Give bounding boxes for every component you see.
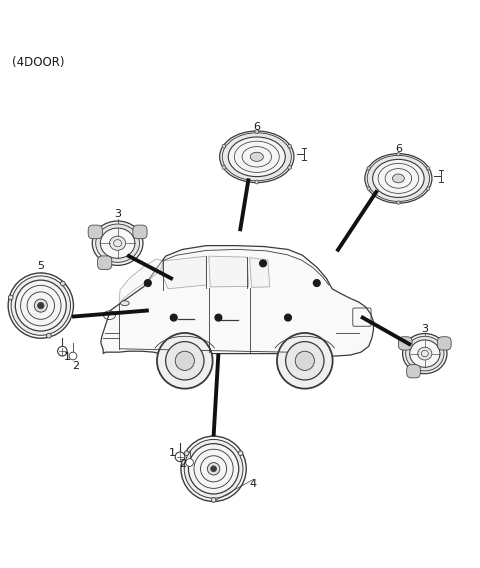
Circle shape <box>313 279 320 286</box>
Circle shape <box>286 341 324 380</box>
Text: 6: 6 <box>253 122 260 132</box>
FancyBboxPatch shape <box>88 225 102 239</box>
Text: 3: 3 <box>114 210 121 219</box>
Ellipse shape <box>406 336 444 371</box>
Ellipse shape <box>100 228 135 258</box>
Circle shape <box>295 351 314 370</box>
Circle shape <box>215 314 222 321</box>
Circle shape <box>222 165 226 169</box>
Polygon shape <box>209 256 249 287</box>
Ellipse shape <box>393 174 404 183</box>
Circle shape <box>69 352 77 360</box>
Ellipse shape <box>365 153 432 203</box>
Circle shape <box>255 130 259 133</box>
Polygon shape <box>119 259 163 304</box>
Circle shape <box>396 201 400 204</box>
Circle shape <box>260 260 266 267</box>
Ellipse shape <box>120 301 129 306</box>
FancyBboxPatch shape <box>407 365 420 378</box>
Circle shape <box>288 165 291 169</box>
Polygon shape <box>162 256 206 289</box>
Circle shape <box>211 466 216 472</box>
Circle shape <box>15 280 66 331</box>
Circle shape <box>189 444 239 494</box>
Circle shape <box>170 314 177 321</box>
Text: 4: 4 <box>250 479 257 489</box>
Circle shape <box>396 152 400 156</box>
Circle shape <box>184 440 243 498</box>
Ellipse shape <box>220 131 294 182</box>
Text: 2: 2 <box>72 361 79 370</box>
Circle shape <box>288 144 291 148</box>
Text: 5: 5 <box>37 261 44 271</box>
Text: (4DOOR): (4DOOR) <box>12 56 64 69</box>
Ellipse shape <box>372 160 424 198</box>
Circle shape <box>166 341 204 380</box>
Circle shape <box>222 144 226 148</box>
Text: 2: 2 <box>179 459 186 469</box>
Circle shape <box>277 333 333 389</box>
Circle shape <box>37 302 44 309</box>
Ellipse shape <box>228 137 285 177</box>
Circle shape <box>47 333 51 338</box>
Circle shape <box>34 299 48 312</box>
Circle shape <box>426 187 430 190</box>
Ellipse shape <box>403 333 447 374</box>
Circle shape <box>207 462 220 475</box>
Text: 3: 3 <box>421 324 428 333</box>
Text: 1: 1 <box>168 449 175 458</box>
Ellipse shape <box>367 156 430 202</box>
Circle shape <box>186 459 193 466</box>
FancyBboxPatch shape <box>398 337 412 350</box>
Circle shape <box>426 166 430 170</box>
Circle shape <box>144 279 151 286</box>
FancyBboxPatch shape <box>438 337 451 350</box>
Text: 1: 1 <box>64 352 71 362</box>
Text: 6: 6 <box>395 144 402 153</box>
Ellipse shape <box>92 221 143 265</box>
Circle shape <box>255 180 259 184</box>
Circle shape <box>184 451 189 456</box>
Circle shape <box>211 498 216 502</box>
Circle shape <box>8 273 73 338</box>
Polygon shape <box>250 258 270 287</box>
Circle shape <box>8 295 13 300</box>
Ellipse shape <box>418 347 432 360</box>
Ellipse shape <box>250 152 264 161</box>
Polygon shape <box>101 245 373 361</box>
Circle shape <box>157 333 213 389</box>
FancyBboxPatch shape <box>97 256 112 270</box>
Circle shape <box>367 166 371 170</box>
Circle shape <box>11 276 71 335</box>
Ellipse shape <box>222 133 291 181</box>
Circle shape <box>181 436 246 502</box>
FancyBboxPatch shape <box>133 225 147 239</box>
Circle shape <box>238 451 243 456</box>
Circle shape <box>60 281 65 286</box>
Circle shape <box>175 452 185 462</box>
Circle shape <box>285 314 291 321</box>
Ellipse shape <box>96 224 140 262</box>
Ellipse shape <box>410 340 440 367</box>
Circle shape <box>58 346 67 356</box>
Circle shape <box>175 351 194 370</box>
Ellipse shape <box>109 236 126 250</box>
Circle shape <box>367 187 371 190</box>
